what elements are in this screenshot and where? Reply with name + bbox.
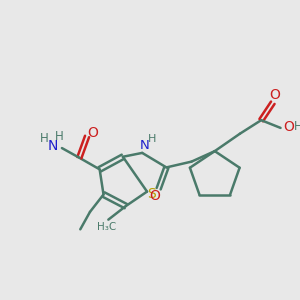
- Text: O: O: [87, 126, 98, 140]
- Text: N: N: [48, 139, 58, 153]
- Text: S: S: [148, 187, 156, 200]
- Text: H: H: [148, 134, 156, 144]
- Text: O: O: [269, 88, 280, 102]
- Text: O: O: [149, 189, 160, 203]
- Text: H: H: [40, 132, 49, 145]
- Text: H₃C: H₃C: [97, 222, 116, 233]
- Text: H: H: [294, 120, 300, 134]
- Text: H: H: [55, 130, 63, 143]
- Text: N: N: [139, 139, 149, 152]
- Text: O: O: [283, 120, 294, 134]
